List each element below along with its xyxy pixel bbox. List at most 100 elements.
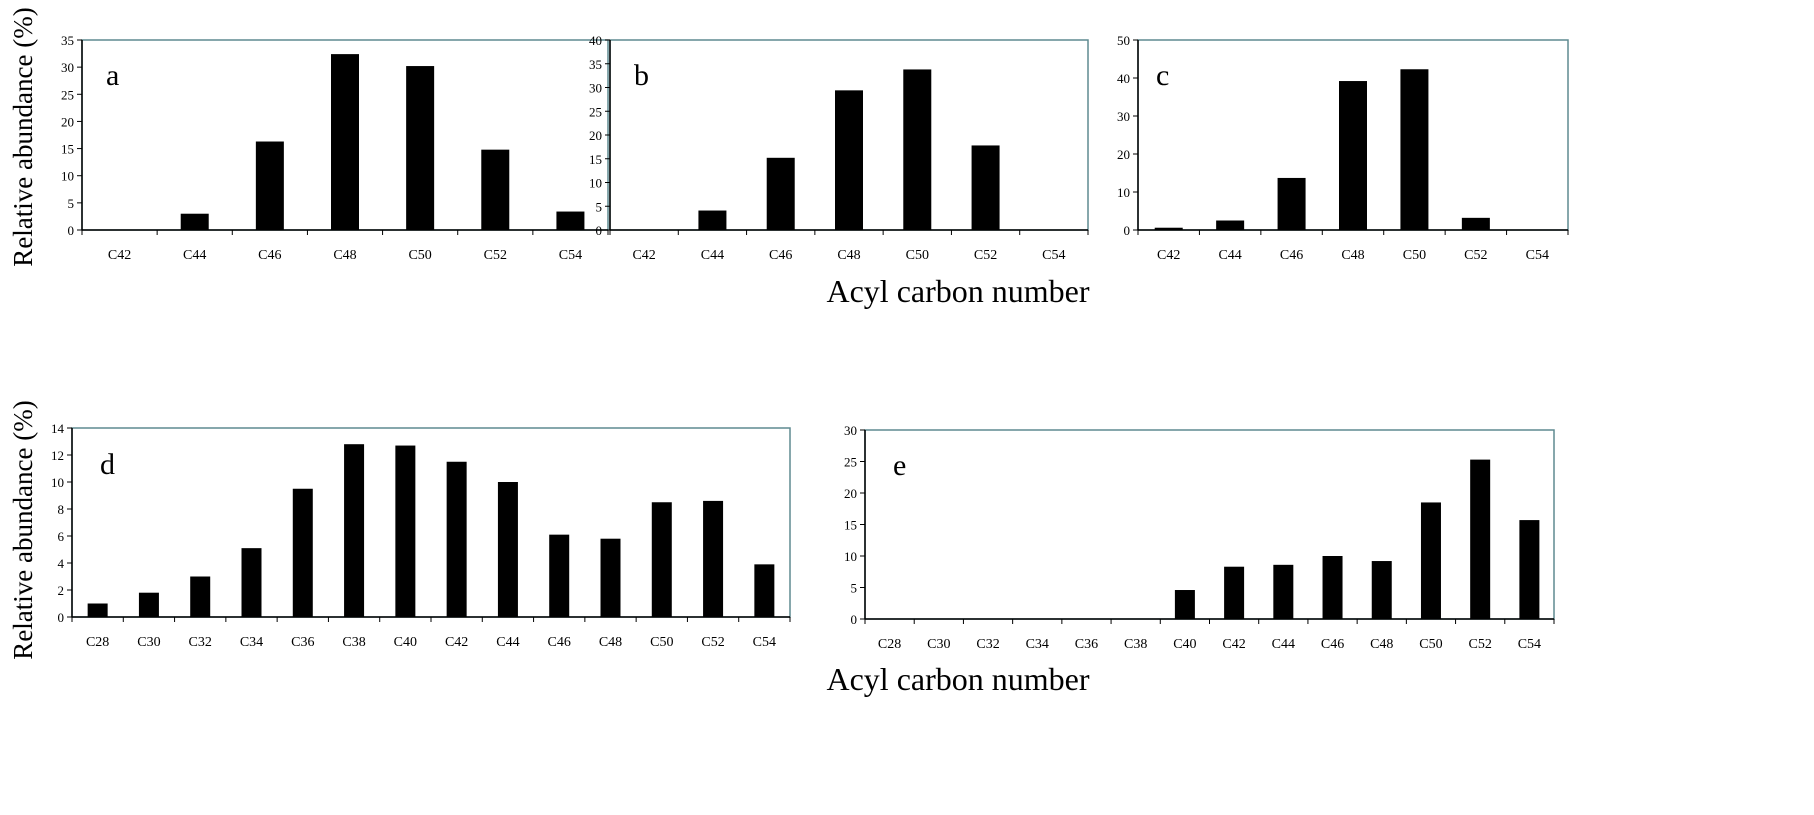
y-tick-label: 6 [58, 529, 65, 544]
y-tick-label: 30 [589, 81, 602, 96]
x-tick-label: C48 [599, 635, 622, 650]
bar-C46 [255, 141, 284, 230]
chart-panel-a: 0 5 10 15 20 25 30 35 C42 C44 C46 C48 C50 C52 C54 a [61, 33, 609, 263]
x-tick-label: C54 [1526, 248, 1549, 263]
y-tick-label: 0 [58, 610, 65, 625]
x-tick-label: C40 [1173, 637, 1196, 652]
bar-C44 [698, 210, 727, 230]
y-tick-label: 15 [589, 152, 602, 167]
y-tick-label: 30 [61, 60, 74, 75]
bar-C48 [1339, 81, 1367, 230]
bar-C54 [754, 564, 775, 617]
bar-C46 [1277, 177, 1306, 230]
x-tick-label: C50 [650, 635, 673, 650]
y-tick-label: 0 [596, 223, 603, 238]
bar-C46 [766, 157, 795, 230]
bar-C32 [190, 576, 211, 617]
bar-C30 [138, 592, 159, 617]
x-tick-label: C42 [1222, 637, 1245, 652]
x-tick-label: C30 [137, 635, 160, 650]
y-tick-label: 50 [1117, 33, 1130, 48]
x-tick-label: C40 [394, 635, 417, 650]
y-tick-label: 40 [589, 33, 602, 48]
y-tick-label: 10 [589, 176, 602, 191]
y-tick-label: 20 [1117, 147, 1130, 162]
x-tick-label: C54 [559, 248, 582, 263]
chart-panel-d: 0 2 4 6 8 10 12 14 C28 C30 C32 C34 C36 C38 C40 C42 C44 C4… [51, 421, 791, 650]
panel-label: a [106, 59, 119, 92]
x-tick-label: C42 [445, 635, 468, 650]
bar-C52 [481, 149, 510, 230]
bar-C42 [1154, 227, 1183, 230]
x-tick-label: C54 [753, 635, 776, 650]
plot-frame [71, 427, 791, 618]
x-tick-label: C52 [1469, 637, 1492, 652]
bar-C40 [395, 445, 416, 617]
x-tick-label: C34 [1026, 637, 1049, 652]
bar-C46 [549, 534, 570, 617]
bar-C36 [292, 488, 313, 617]
bar-C42 [446, 461, 467, 617]
x-tick-label: C44 [496, 635, 519, 650]
y-tick-label: 15 [844, 518, 857, 533]
x-tick-label: C50 [408, 248, 431, 263]
bar-C48 [600, 538, 621, 617]
bar-C52 [1470, 459, 1491, 619]
bar-C52 [971, 145, 1000, 230]
x-tick-label: C52 [974, 248, 997, 263]
x-tick-label: C54 [1518, 637, 1541, 652]
y-tick-label: 10 [1117, 185, 1130, 200]
y-tick-label: 30 [1117, 109, 1130, 124]
x-tick-label: C44 [1218, 248, 1241, 263]
y-tick-label: 0 [1124, 223, 1131, 238]
x-tick-label: C48 [1370, 637, 1393, 652]
x-tick-label: C46 [769, 248, 792, 263]
x-tick-label: C36 [291, 635, 314, 650]
bar-C52 [703, 500, 724, 617]
x-tick-label: C46 [548, 635, 571, 650]
bar-C44 [1216, 220, 1245, 230]
x-tick-label: C38 [342, 635, 365, 650]
x-tick-label: C50 [1419, 637, 1442, 652]
bar-C50 [406, 66, 435, 230]
bar-C50 [1400, 69, 1429, 230]
bar-C34 [241, 548, 262, 617]
panel-label: d [100, 448, 115, 481]
chart-panel-c: 0 10 20 30 40 50 C42 C44 C46 C48 C50 C52 C54 c [1117, 33, 1569, 263]
x-tick-label: C42 [632, 248, 655, 263]
bar-C46 [1322, 556, 1343, 619]
x-tick-label: C36 [1075, 637, 1098, 652]
bar-C50 [903, 69, 932, 230]
y-tick-label: 12 [51, 448, 64, 463]
bar-C54 [556, 211, 585, 230]
chart-panel-e: 0 5 10 15 20 25 30 C28 C30 C32 C34 C36 C38 C40 C42 C44 C… [844, 423, 1555, 652]
y-tick-label: 5 [68, 196, 75, 211]
bar-C28 [87, 603, 108, 617]
x-tick-label: C38 [1124, 637, 1147, 652]
bar-C48 [1371, 561, 1392, 619]
y-tick-label: 8 [58, 502, 65, 517]
y-tick-label: 2 [58, 583, 65, 598]
x-tick-label: C28 [878, 637, 901, 652]
x-axis-label-top: Acyl carbon number [826, 273, 1089, 309]
y-tick-label: 10 [61, 169, 74, 184]
x-tick-label: C32 [189, 635, 212, 650]
y-tick-label: 15 [61, 142, 74, 157]
x-tick-label: C30 [927, 637, 950, 652]
x-tick-label: C44 [1272, 637, 1295, 652]
bar-C38 [344, 444, 365, 617]
bar-C42 [1224, 566, 1245, 619]
y-tick-label: 25 [61, 87, 74, 102]
bar-C48 [331, 54, 359, 230]
x-tick-label: C46 [1321, 637, 1344, 652]
x-tick-label: C52 [484, 248, 507, 263]
x-tick-label: C44 [183, 248, 206, 263]
y-tick-label: 20 [844, 486, 857, 501]
y-tick-label: 0 [851, 612, 858, 627]
x-tick-label: C50 [1403, 248, 1426, 263]
x-tick-label: C48 [1341, 248, 1364, 263]
y-tick-label: 20 [589, 128, 602, 143]
y-tick-label: 30 [844, 423, 857, 438]
y-tick-label: 10 [844, 549, 857, 564]
